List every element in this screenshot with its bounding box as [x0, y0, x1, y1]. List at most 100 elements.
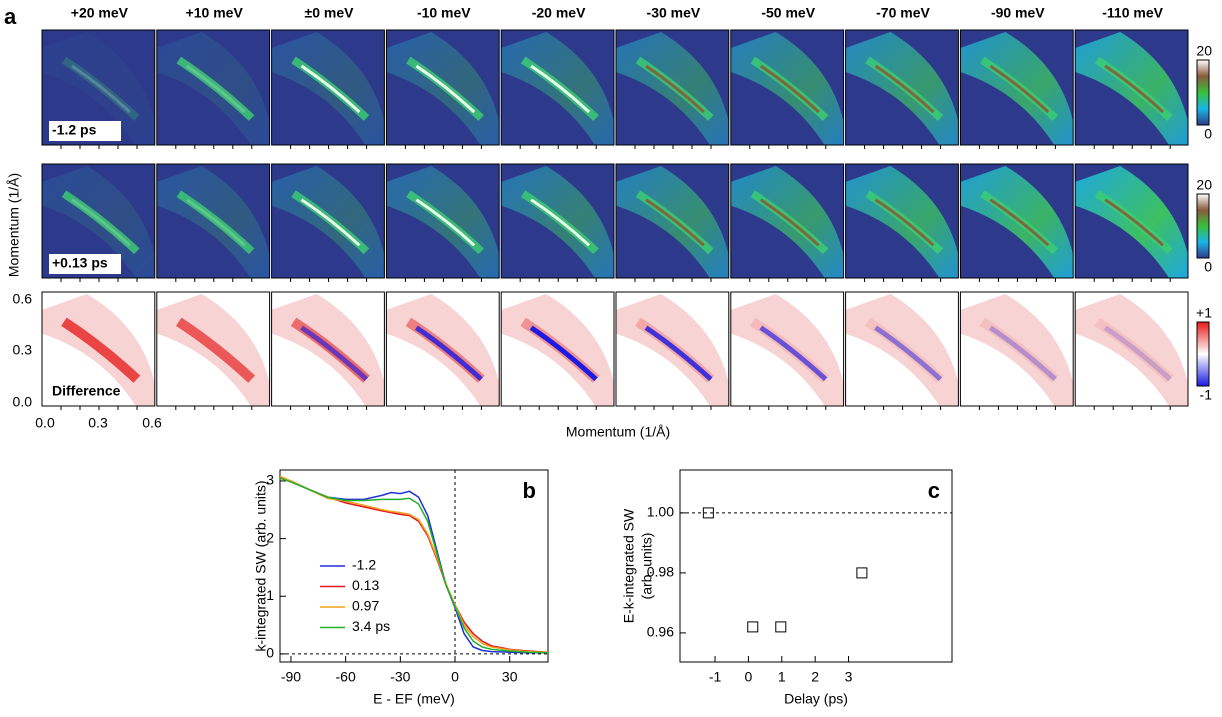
y-axis-label: E-k-integrated SW: [621, 508, 637, 623]
colorbar-label: +1: [1196, 305, 1212, 321]
column-title: -90 meV: [991, 5, 1045, 21]
colorbar-label: 0: [1204, 126, 1212, 142]
image-panel: [1075, 292, 1188, 406]
colorbar-label: -1: [1200, 387, 1213, 403]
panel-frame: [615, 163, 730, 279]
ridge-core: [874, 198, 935, 247]
x-tick-label: 0.3: [88, 415, 108, 431]
ridge-core: [1104, 64, 1165, 114]
image-panel: [616, 30, 729, 145]
image-panel: [730, 30, 844, 145]
y-tick-label: 0.96: [647, 624, 674, 640]
y-tick-label: 0.0: [13, 394, 33, 410]
column-title: -20 meV: [532, 5, 586, 21]
ridge: [176, 190, 255, 255]
panel-frame: [959, 163, 1074, 279]
x-tick-label: 3: [845, 669, 853, 685]
colorbar-label: 20: [1196, 43, 1212, 59]
ridge-core: [874, 64, 935, 114]
image-panel: [960, 292, 1074, 406]
ridge-core: [185, 198, 246, 247]
y-axis-label: (arb. units): [639, 533, 655, 600]
image-panel: [271, 292, 385, 406]
band: [616, 293, 729, 406]
panel-frame: [1074, 163, 1189, 279]
y-tick-label: 0.98: [647, 564, 674, 580]
plot-frame: [679, 469, 953, 663]
row-label-box: [49, 121, 121, 141]
panel-frame: [156, 29, 271, 146]
blue-streak: [414, 325, 483, 382]
panel-frame: [385, 291, 500, 407]
ridge: [61, 190, 140, 255]
marker: [775, 621, 787, 633]
y-tick-label: 1.00: [647, 504, 674, 520]
blue-streak: [759, 325, 828, 382]
image-panel: [156, 292, 270, 406]
column-title: -30 meV: [647, 5, 701, 21]
plot-frame: [279, 469, 549, 663]
row-label: Difference: [52, 383, 121, 399]
legend-label: -1.2: [352, 557, 376, 573]
panel-frame: [730, 291, 845, 407]
image-panel: [616, 164, 729, 278]
panel-frame: [845, 29, 959, 146]
x-tick-label: 2: [811, 669, 819, 685]
image-panel: [42, 292, 155, 406]
marker: [856, 567, 868, 579]
image-panel: [156, 164, 270, 278]
panel-frame: [1074, 291, 1189, 407]
x-tick-label: 1: [778, 669, 786, 685]
panel-frame: [845, 291, 959, 407]
legend-label: 3.4 ps: [352, 618, 390, 634]
panel-frame: [730, 163, 845, 279]
ridge-core: [759, 198, 820, 247]
y-tick-label: 0: [266, 645, 274, 661]
ridge-core: [645, 198, 705, 247]
red-streak: [979, 317, 1059, 383]
y-tick-label: 1: [266, 587, 274, 603]
image-panel: [501, 164, 614, 278]
y-tick-label: 0.6: [13, 291, 33, 307]
panel-label: a: [4, 4, 17, 29]
marker: [747, 621, 759, 633]
blue-streak: [529, 325, 598, 382]
blue-streak: [644, 325, 713, 382]
column-title: -50 meV: [761, 5, 815, 21]
data-line: [279, 477, 549, 654]
image-panel: [730, 292, 844, 406]
ridge-core: [185, 64, 246, 114]
colorbar: [1196, 321, 1210, 387]
blue-streak: [874, 325, 943, 382]
panel-frame: [615, 29, 730, 146]
panel-frame: [271, 291, 385, 407]
y-axis-label: Momentum (1/Å): [6, 173, 22, 277]
x-tick-label: 0.0: [35, 415, 55, 431]
image-panel: [1075, 164, 1188, 278]
image-panel: [156, 30, 270, 145]
panel-frame: [1074, 29, 1189, 146]
panel-frame: [41, 291, 156, 407]
y-axis-label: k-integrated SW (arb. units): [253, 480, 269, 651]
panel-frame: [500, 29, 615, 146]
image-panel: [501, 292, 614, 406]
ridge-core: [71, 64, 131, 114]
panel-frame: [271, 163, 385, 279]
x-tick-label: -60: [336, 669, 356, 685]
column-title: -110 meV: [1102, 5, 1163, 21]
panel-frame: [500, 291, 615, 407]
image-panel: [271, 30, 385, 145]
image-panel: [501, 30, 614, 145]
legend-label: 0.13: [352, 577, 379, 593]
panel-frame: [271, 29, 385, 146]
red-streak: [864, 317, 944, 383]
colorbar-label: 0: [1204, 259, 1212, 275]
panel-label: b: [523, 478, 536, 503]
panel-frame: [959, 291, 1074, 407]
image-panel: [386, 164, 500, 278]
panel-frame: [41, 29, 156, 146]
ridge-core: [300, 198, 361, 247]
column-title: -70 meV: [876, 5, 930, 21]
band: [501, 293, 614, 406]
